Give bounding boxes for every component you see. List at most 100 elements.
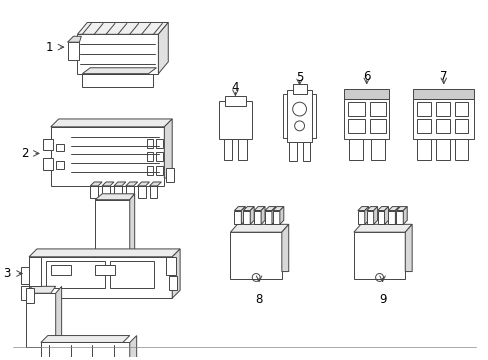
Bar (412, 89, 473, 99)
Polygon shape (51, 119, 172, 127)
Bar (56, 161, 63, 169)
Polygon shape (364, 207, 368, 224)
Bar (166, 257, 176, 275)
Bar (95, 265, 115, 275)
Bar (26, 293, 56, 347)
Text: 6: 6 (362, 70, 370, 83)
Polygon shape (29, 249, 180, 257)
Polygon shape (271, 207, 275, 224)
Bar (369, 119, 386, 133)
Bar (357, 211, 364, 224)
Bar (412, 99, 473, 139)
Polygon shape (95, 194, 134, 200)
Polygon shape (261, 207, 264, 224)
Polygon shape (56, 286, 61, 352)
Bar (435, 102, 449, 116)
Bar (344, 99, 388, 139)
Bar (377, 211, 384, 224)
Bar (146, 166, 153, 175)
Bar (146, 152, 153, 161)
Polygon shape (164, 119, 172, 178)
Bar (302, 141, 310, 161)
Bar (156, 152, 163, 161)
Bar (264, 211, 271, 224)
Bar (366, 211, 373, 224)
Polygon shape (234, 207, 245, 211)
Text: 8: 8 (255, 293, 262, 306)
Polygon shape (377, 207, 387, 211)
Polygon shape (129, 336, 136, 360)
Bar (224, 96, 246, 106)
Polygon shape (272, 207, 283, 211)
Bar (102, 186, 110, 198)
Polygon shape (396, 207, 407, 211)
Polygon shape (357, 207, 368, 211)
Bar (387, 211, 395, 224)
Bar (51, 127, 164, 186)
Bar (435, 139, 449, 160)
Bar (95, 200, 129, 264)
Polygon shape (77, 22, 168, 34)
Bar (396, 211, 403, 224)
Bar (26, 288, 34, 303)
Bar (348, 139, 362, 160)
Bar (238, 139, 247, 160)
Text: 5: 5 (295, 71, 303, 84)
Bar (347, 119, 364, 133)
Bar (56, 144, 63, 152)
Bar (344, 89, 388, 99)
Bar (46, 261, 105, 288)
Text: 9: 9 (378, 293, 386, 306)
Text: 4: 4 (231, 81, 239, 94)
Text: 1: 1 (46, 41, 53, 54)
Text: 7: 7 (439, 70, 447, 83)
Polygon shape (241, 207, 245, 224)
Bar (272, 211, 279, 224)
Bar (29, 257, 172, 298)
Polygon shape (243, 207, 254, 211)
Bar (286, 90, 312, 141)
Polygon shape (67, 36, 81, 42)
Bar (51, 265, 70, 275)
Bar (454, 139, 468, 160)
Bar (435, 119, 449, 133)
Polygon shape (114, 182, 125, 186)
Bar (234, 211, 241, 224)
Polygon shape (279, 207, 283, 224)
Polygon shape (254, 207, 264, 211)
Bar (218, 101, 252, 139)
Polygon shape (129, 194, 134, 264)
Bar (21, 267, 31, 284)
Polygon shape (26, 286, 56, 293)
Polygon shape (353, 224, 411, 232)
Bar (416, 119, 430, 133)
Bar (454, 102, 468, 116)
Bar (282, 94, 288, 138)
Polygon shape (158, 22, 168, 74)
Polygon shape (149, 182, 161, 186)
Bar (146, 139, 153, 148)
Bar (110, 261, 154, 288)
Bar (21, 286, 29, 300)
Text: 3: 3 (3, 267, 11, 280)
Bar (310, 94, 316, 138)
Bar (90, 186, 98, 198)
Bar (254, 211, 261, 224)
Bar (149, 186, 157, 198)
Polygon shape (102, 182, 114, 186)
Polygon shape (82, 68, 156, 74)
Bar (369, 102, 386, 116)
Bar (347, 102, 364, 116)
Polygon shape (403, 207, 407, 224)
Bar (77, 34, 158, 74)
Bar (230, 232, 281, 279)
Polygon shape (366, 207, 377, 211)
Polygon shape (90, 182, 102, 186)
Bar (67, 42, 79, 60)
Bar (416, 139, 430, 160)
Bar (41, 342, 129, 360)
Bar (138, 186, 145, 198)
Bar (43, 139, 53, 150)
Polygon shape (384, 207, 387, 224)
Bar (169, 276, 177, 290)
